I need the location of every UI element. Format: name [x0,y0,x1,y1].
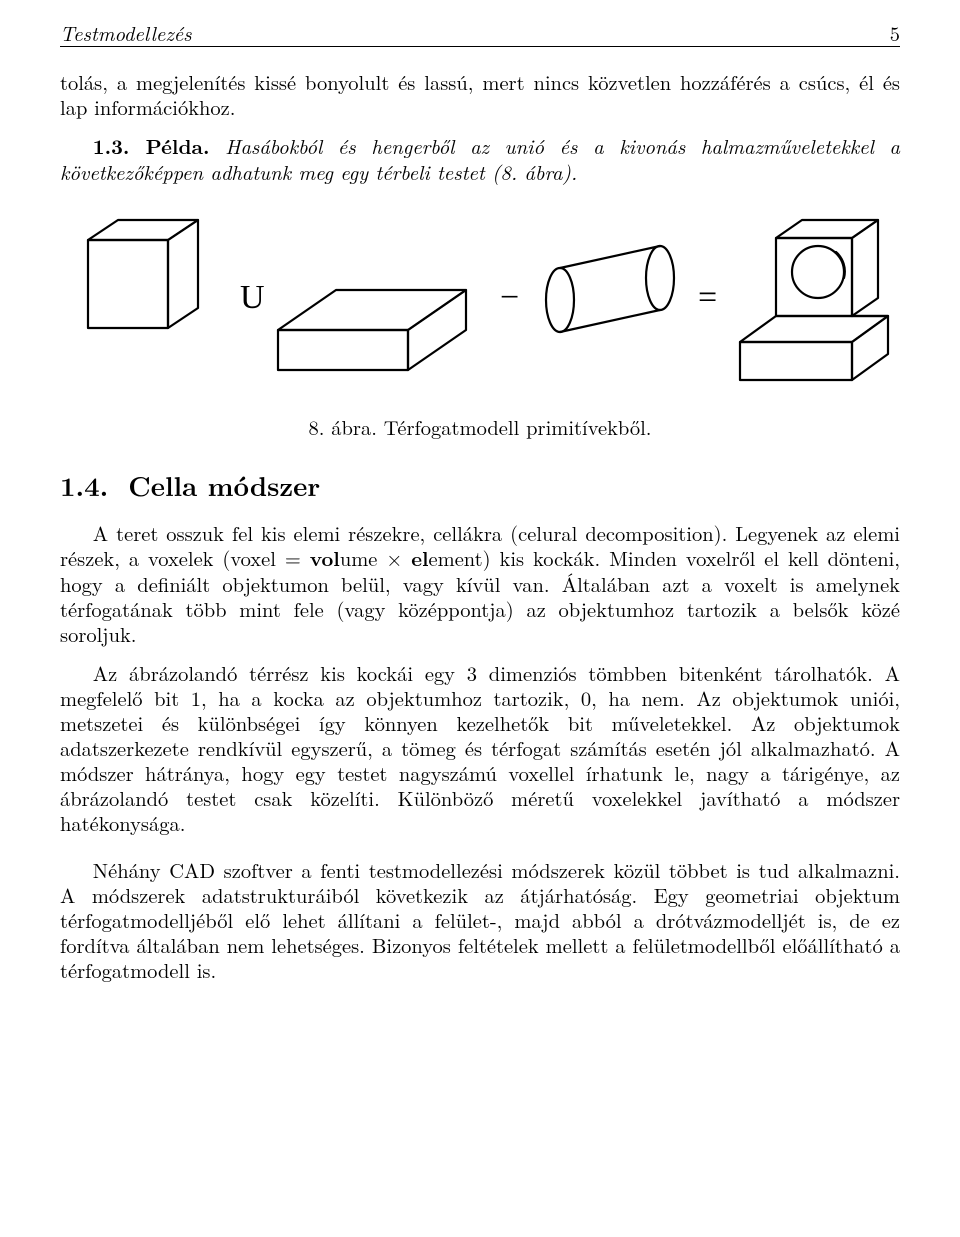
csg-svg: U − = [70,210,890,400]
figure-caption: 8. ábra. Térfogatmodell primitívekből. [60,414,900,439]
running-title: Testmodellezés [60,20,192,45]
section-number: 1.4. [60,465,108,504]
body-p1: A teret osszuk fel kis elemi részekre, c… [60,520,900,646]
flat-prism-icon [278,290,466,370]
body-p3: Néhány CAD szoftver a fenti testmodellez… [60,857,900,982]
op-minus: − [500,279,519,316]
intro-continuation: tolás, a megjelenítés kissé bonyolult és… [60,69,900,119]
example-paragraph: 1.3. Példa. Hasábokból és hengerből az u… [60,133,900,184]
running-header: Testmodellezés 5 [60,20,900,47]
section-heading: 1.4.Cella módszer [60,469,900,502]
body-p1-b: ume × [340,543,411,572]
figure-csg: U − = [60,210,900,400]
op-union: U [240,279,265,316]
body-p2: Az ábrázolandó térrész kis kockái egy 3 … [60,660,900,835]
section-title: Cella módszer [128,465,320,504]
page-number: 5 [890,20,900,45]
result-solid-icon [740,220,888,380]
op-equals: = [698,279,717,316]
page: Testmodellezés 5 tolás, a megjelenítés k… [0,0,960,1237]
cylinder-icon [546,246,674,332]
cube-icon [88,220,198,328]
